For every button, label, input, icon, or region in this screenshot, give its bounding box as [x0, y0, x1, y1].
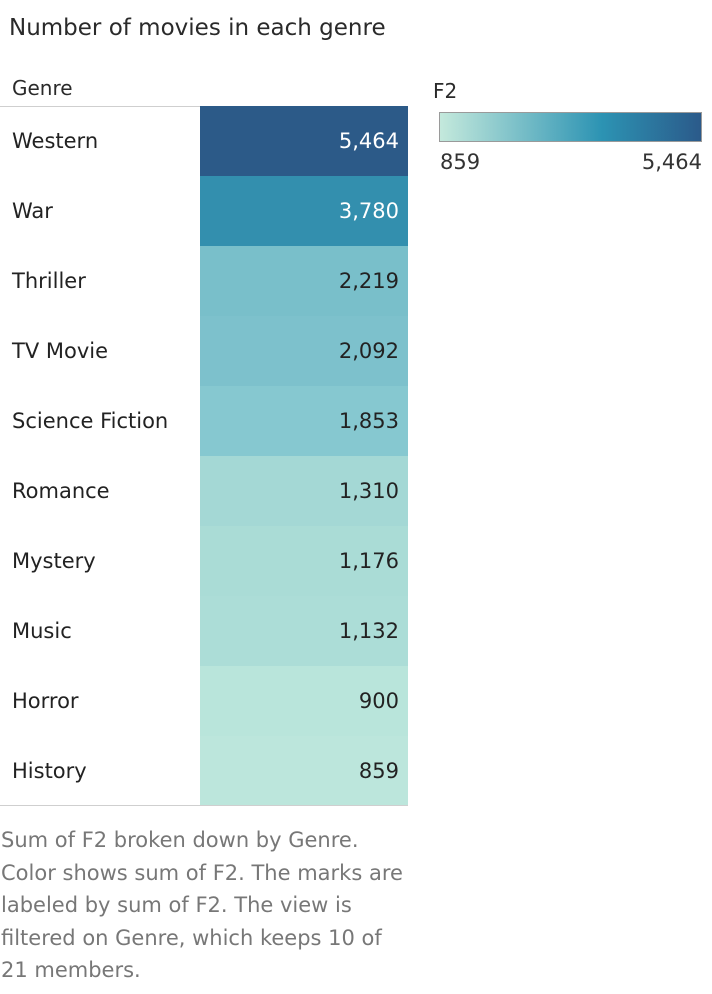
genre-label: Mystery [12, 549, 96, 573]
genre-label: History [12, 759, 87, 783]
genre-label: Western [12, 129, 99, 153]
genre-label: TV Movie [12, 339, 109, 363]
genre-label: Romance [12, 479, 110, 503]
legend-min-label: 859 [440, 150, 481, 174]
genre-label: War [12, 199, 53, 223]
genre-row: History 859 [0, 736, 408, 806]
color-legend-gradient [439, 112, 702, 142]
genre-row: Western 5,464 [0, 106, 408, 176]
heatmap-table: Western 5,464 War 3,780 Thriller 2,219 TV Movi… [0, 106, 408, 806]
heatmap-cell: 5,464 [200, 106, 408, 176]
genre-label: Science Fiction [12, 409, 169, 433]
genre-label: Music [12, 619, 72, 643]
bottom-divider [0, 805, 408, 806]
heatmap-cell: 2,092 [200, 316, 408, 386]
genre-row: Horror 900 [0, 666, 408, 736]
genre-column-header: Genre [12, 76, 73, 100]
chart-title: Number of movies in each genre [9, 15, 386, 41]
genre-row: War 3,780 [0, 176, 408, 246]
genre-row: TV Movie 2,092 [0, 316, 408, 386]
genre-label: Thriller [12, 269, 86, 293]
heatmap-cell: 859 [200, 736, 408, 806]
genre-label: Horror [12, 689, 79, 713]
heatmap-cell: 1,310 [200, 456, 408, 526]
heatmap-cell: 3,780 [200, 176, 408, 246]
heatmap-cell: 1,132 [200, 596, 408, 666]
heatmap-cell: 2,219 [200, 246, 408, 316]
header-divider [0, 106, 200, 107]
genre-row: Thriller 2,219 [0, 246, 408, 316]
genre-row: Romance 1,310 [0, 456, 408, 526]
heatmap-cell: 1,853 [200, 386, 408, 456]
heatmap-cell: 900 [200, 666, 408, 736]
heatmap-cell: 1,176 [200, 526, 408, 596]
chart-caption: Sum of F2 broken down by Genre. Color sh… [1, 828, 403, 982]
legend-max-label: 5,464 [641, 150, 702, 174]
genre-row: Science Fiction 1,853 [0, 386, 408, 456]
legend-title: F2 [433, 79, 458, 103]
genre-row: Mystery 1,176 [0, 526, 408, 596]
genre-row: Music 1,132 [0, 596, 408, 666]
